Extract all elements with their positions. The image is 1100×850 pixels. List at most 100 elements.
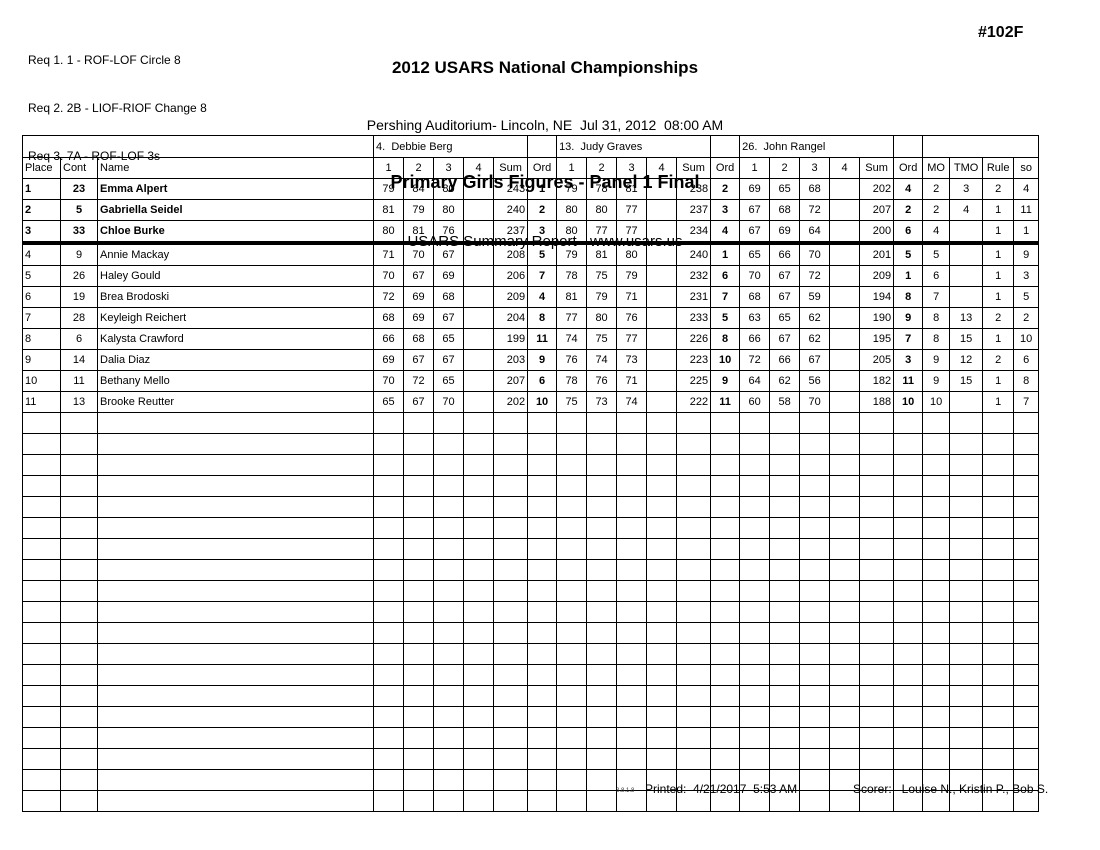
cell-place: 6: [22, 286, 61, 308]
cell-judge2-score3: 77: [616, 328, 648, 350]
cell-mo: 9: [922, 370, 951, 392]
cell-score-empty: [373, 412, 405, 434]
cell-ordinal-empty: [710, 580, 741, 602]
col-header-ord: Ord: [527, 157, 558, 179]
judge-name-1: 4. Debbie Berg: [373, 135, 529, 158]
cell-tail-empty: [1013, 748, 1040, 770]
cell-ordinal-empty: [893, 664, 924, 686]
cell-score-empty: [616, 433, 648, 455]
cell-skater-name: Emma Alpert: [96, 178, 375, 200]
cell-name-empty: [96, 643, 375, 665]
cell-score-empty: [829, 664, 861, 686]
cell-score-empty: [739, 538, 771, 560]
cell-rule: 1: [982, 370, 1015, 392]
cell-score-empty: [646, 580, 678, 602]
cell-judge3-sum: 201: [859, 242, 895, 266]
cell-judge2-score2: 81: [586, 242, 618, 266]
cell-sum-empty: [493, 538, 529, 560]
cell-judge2-score1: 76: [556, 349, 588, 371]
cell-judge1-score3: 76: [433, 220, 465, 245]
cell-score-empty: [739, 622, 771, 644]
cell-cont-empty: [60, 727, 98, 749]
cell-place-empty: [22, 538, 61, 560]
cell-skater-name: Brooke Reutter: [96, 391, 375, 413]
cell-tail-empty: [1013, 790, 1040, 812]
cell-score-empty: [586, 559, 618, 581]
cell-sum-empty: [859, 412, 895, 434]
cell-score-empty: [463, 412, 495, 434]
cell-score-empty: [829, 433, 861, 455]
cell-judge1-score2: 70: [403, 242, 435, 266]
cell-ordinal-empty: [893, 643, 924, 665]
cell-judge3-score1: 67: [739, 199, 771, 221]
cell-tail-empty: [922, 748, 951, 770]
cell-cont-empty: [60, 496, 98, 518]
cell-judge1-score2: 68: [403, 328, 435, 350]
cell-score-empty: [586, 622, 618, 644]
cell-ordinal-empty: [527, 433, 558, 455]
cell-score-empty: [646, 622, 678, 644]
cell-tail-empty: [949, 685, 984, 707]
cell-so: 3: [1013, 265, 1040, 287]
cell-tail-empty: [1013, 706, 1040, 728]
cell-contestant-number: 19: [60, 286, 98, 308]
cell-score-empty: [739, 580, 771, 602]
cell-score-empty: [463, 454, 495, 476]
cell-mo: 9: [922, 349, 951, 371]
cell-score-empty: [556, 685, 588, 707]
cell-score-empty: [739, 454, 771, 476]
cell-judge1-score4: [463, 286, 495, 308]
cell-score-empty: [739, 559, 771, 581]
cell-score-empty: [433, 580, 465, 602]
cell-score-empty: [586, 496, 618, 518]
results-table-body: 4. Debbie Berg 13. Judy Graves 26. John Ra…: [21, 135, 1040, 812]
cell-tail-empty: [922, 706, 951, 728]
cell-judge1-score3: 67: [433, 349, 465, 371]
cell-score-empty: [373, 790, 405, 812]
cell-sum-empty: [493, 706, 529, 728]
cell-tmo: [949, 286, 984, 308]
cell-tail-empty: [1013, 433, 1040, 455]
cell-tail-empty: [949, 601, 984, 623]
cell-score-empty: [403, 496, 435, 518]
cell-score-empty: [463, 517, 495, 539]
cell-tail-empty: [1013, 496, 1040, 518]
cell-ordinal-empty: [527, 580, 558, 602]
cell-tail-empty: [1013, 454, 1040, 476]
cell-score-empty: [433, 727, 465, 749]
cell-judge1-score1: 79: [373, 178, 405, 200]
cell-place-empty: [22, 706, 61, 728]
cell-judge1-sum: 204: [493, 307, 529, 329]
cell-tail-empty: [982, 538, 1015, 560]
cell-judge3-score4: [829, 199, 861, 221]
cell-judge3-score1: 69: [739, 178, 771, 200]
cell-score-empty: [646, 706, 678, 728]
cell-score-empty: [433, 664, 465, 686]
cell-judge1-sum: 237: [493, 220, 529, 245]
cell-ordinal-empty: [893, 559, 924, 581]
cell-ordinal-empty: [893, 748, 924, 770]
cell-sum-empty: [676, 727, 712, 749]
cell-score-empty: [646, 433, 678, 455]
cell-score-empty: [463, 748, 495, 770]
cell-score-empty: [463, 622, 495, 644]
cell-sum-empty: [859, 685, 895, 707]
cell-judge2-score2: 75: [586, 265, 618, 287]
cell-judge2-score3: 81: [616, 178, 648, 200]
cell-score-empty: [829, 580, 861, 602]
cell-place: 4: [22, 242, 61, 266]
cell-tmo: 3: [949, 178, 984, 200]
cell-so: 10: [1013, 328, 1040, 350]
cell-ordinal-empty: [710, 517, 741, 539]
cell-score-empty: [433, 496, 465, 518]
cell-ordinal-empty: [893, 601, 924, 623]
cell-score-empty: [556, 664, 588, 686]
cell-tmo: 12: [949, 349, 984, 371]
cell-sum-empty: [859, 433, 895, 455]
cell-score-empty: [769, 601, 801, 623]
cell-place: 8: [22, 328, 61, 350]
cell-judge3-score2: 58: [769, 391, 801, 413]
cell-score-empty: [616, 517, 648, 539]
cell-score-empty: [433, 412, 465, 434]
cell-rule: 2: [982, 349, 1015, 371]
